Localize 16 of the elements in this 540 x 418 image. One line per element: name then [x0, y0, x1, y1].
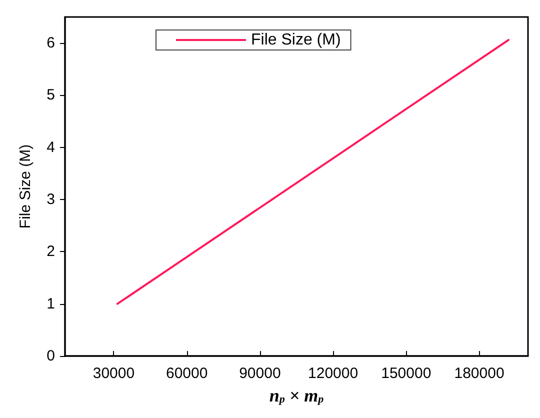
- x-axis-title: np × mp: [269, 386, 324, 406]
- y-tick-label: 5: [46, 86, 55, 104]
- x-tick-label: 180000: [454, 365, 504, 382]
- x-tick-label: 30000: [92, 365, 135, 382]
- y-tick-label: 0: [46, 348, 55, 364]
- legend-label: File Size (M): [251, 32, 341, 48]
- y-tick-label: 1: [46, 295, 55, 312]
- y-tick-label: 6: [46, 34, 55, 52]
- x-tick-label: 60000: [166, 365, 208, 382]
- y-axis-title: File Size (M): [17, 144, 34, 229]
- x-tick-label: 120000: [308, 365, 358, 382]
- y-tick-label: 3: [46, 191, 55, 208]
- y-tick-label: 4: [46, 138, 55, 156]
- x-tick-label: 90000: [239, 365, 281, 382]
- y-tick-label: 2: [46, 243, 55, 260]
- x-tick-label: 150000: [381, 365, 432, 382]
